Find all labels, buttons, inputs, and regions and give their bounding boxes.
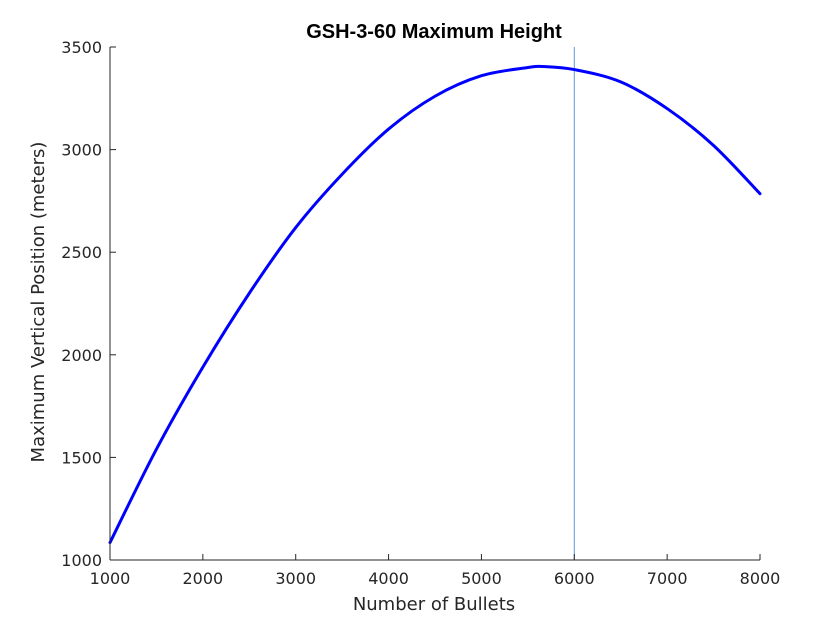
series-line-0 <box>108 64 762 545</box>
y-axis: 1000 1500 2000 2500 3000 3500 <box>61 38 116 570</box>
x-tick-label-5000: 5000 <box>461 569 502 588</box>
y-tick-label-1500: 1500 <box>61 448 102 467</box>
y-tick-label-3000: 3000 <box>61 141 102 160</box>
x-tick-label-6000: 6000 <box>554 569 595 588</box>
x-tick-label-2000: 2000 <box>182 569 223 588</box>
plot-area <box>108 47 762 560</box>
x-axis: 1000 2000 3000 4000 5000 6000 7000 8000 <box>90 554 781 588</box>
x-tick-label-1000: 1000 <box>90 569 131 588</box>
x-axis-label: Number of Bullets <box>353 594 515 615</box>
x-tick-label-8000: 8000 <box>740 569 781 588</box>
y-tick-label-3500: 3500 <box>61 38 102 57</box>
x-tick-label-7000: 7000 <box>647 569 688 588</box>
y-tick-label-2000: 2000 <box>61 346 102 365</box>
y-tick-label-2500: 2500 <box>61 243 102 262</box>
x-tick-label-3000: 3000 <box>275 569 316 588</box>
chart-title: GSH-3-60 Maximum Height <box>306 21 562 43</box>
y-axis-label: Maximum Vertical Position (meters) <box>28 142 49 463</box>
x-tick-label-4000: 4000 <box>368 569 409 588</box>
y-tick-label-1000: 1000 <box>61 551 102 570</box>
